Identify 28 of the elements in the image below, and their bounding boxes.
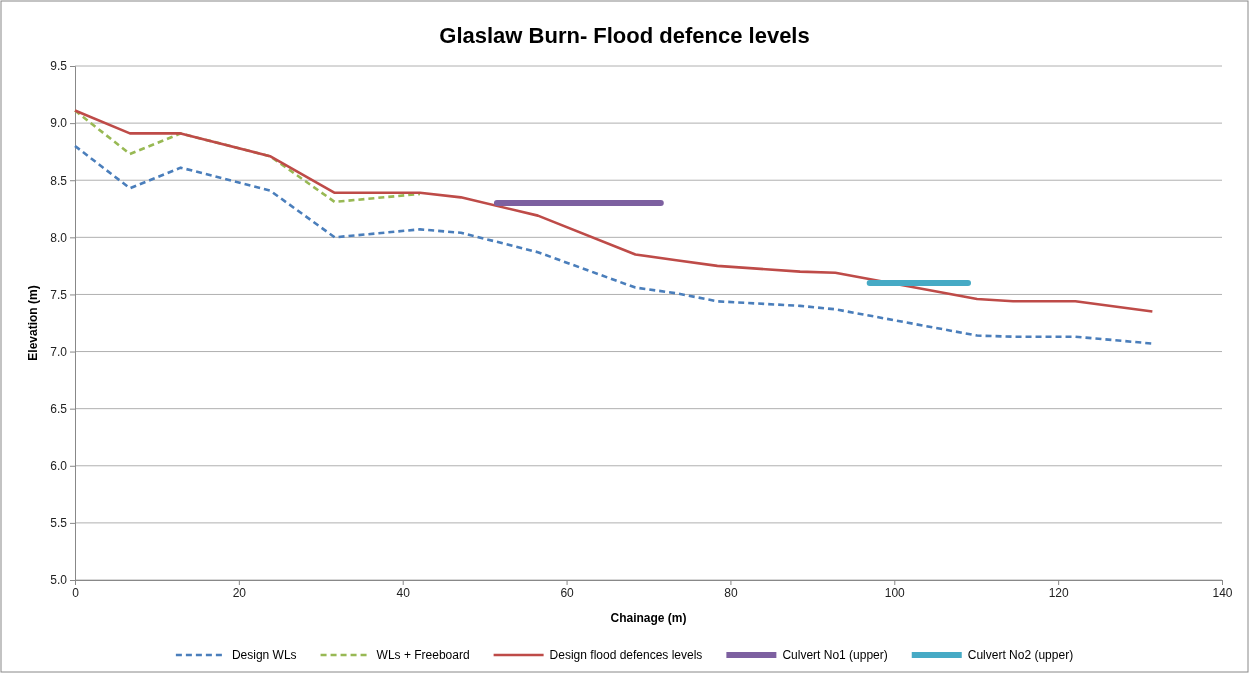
legend-label: WLs + Freeboard <box>376 648 470 662</box>
y-tick-label: 9.5 <box>50 59 68 74</box>
y-tick-label: 7.0 <box>50 344 68 359</box>
chart-title: Glaslaw Burn- Flood defence levels <box>439 23 810 48</box>
y-tick-label: 5.5 <box>50 516 68 531</box>
legend-label: Culvert No2 (upper) <box>967 648 1074 662</box>
legend-label: Culvert No1 (upper) <box>782 648 888 662</box>
x-tick-label: 40 <box>396 585 411 600</box>
y-tick-label: 6.0 <box>50 459 68 474</box>
x-tick-label: 0 <box>72 585 80 600</box>
y-tick-label: 8.5 <box>50 173 68 188</box>
y-axis-title: Elevation (m) <box>26 285 40 361</box>
y-tick-label: 7.5 <box>50 287 68 302</box>
line-series <box>73 109 1154 313</box>
x-tick-label: 100 <box>884 585 906 600</box>
x-axis-title: Chainage (m) <box>610 611 687 625</box>
y-tick-label: 8.0 <box>50 230 68 245</box>
x-tick-label: 140 <box>1212 585 1233 600</box>
y-tick-label: 9.0 <box>50 116 68 131</box>
y-tick-label: 5.0 <box>50 573 68 588</box>
x-tick-label: 80 <box>724 585 738 600</box>
legend-label: Design flood defences levels <box>549 648 703 662</box>
x-tick-label: 60 <box>560 585 575 600</box>
x-tick-label: 20 <box>232 585 247 600</box>
y-tick-label: 6.5 <box>50 402 68 417</box>
line-series <box>73 144 1154 345</box>
x-tick-label: 120 <box>1048 585 1069 600</box>
legend-label: Design WLs <box>231 648 297 662</box>
